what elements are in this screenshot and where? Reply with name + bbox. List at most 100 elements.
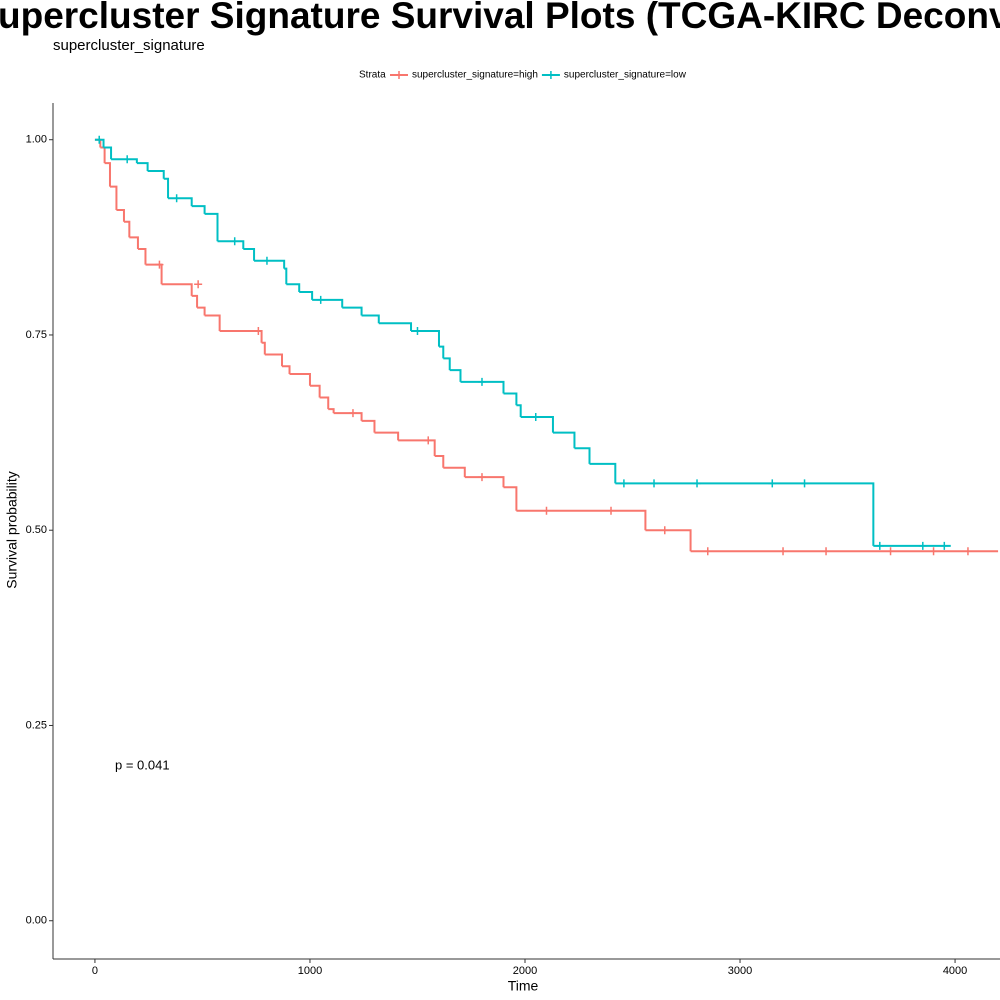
censor-mark: [424, 436, 433, 445]
censor-mark: [619, 479, 628, 488]
chart-subtitle: supercluster_signature: [53, 37, 205, 54]
survival-step: [136, 162, 149, 171]
censor-mark: [477, 377, 486, 386]
censor-mark: [660, 526, 669, 535]
survival-step: [129, 236, 139, 250]
survival-step: [449, 369, 462, 382]
survival-step: [243, 248, 256, 261]
y-tick-label: 0.25: [26, 719, 47, 731]
survival-step: [574, 447, 591, 464]
survival-step: [116, 209, 125, 222]
survival-step: [443, 357, 451, 371]
survival-step: [552, 431, 576, 449]
survival-step: [443, 466, 466, 478]
censor-mark: [650, 479, 659, 488]
survival-step: [516, 404, 522, 417]
y-tick-label: 0.00: [26, 915, 47, 927]
survival-step: [100, 146, 106, 164]
y-axis-label: Survival probability: [4, 471, 20, 589]
censor-mark: [886, 547, 895, 556]
survival-step: [312, 298, 344, 308]
censor-mark: [230, 237, 239, 246]
y-tick-label: 0.75: [26, 329, 47, 341]
survival-step: [197, 306, 206, 316]
censor-mark: [940, 541, 949, 550]
survival-step: [123, 220, 131, 238]
p-value: p = 0.041: [115, 757, 170, 772]
survival-step: [299, 291, 314, 300]
survival-step: [645, 529, 692, 552]
x-tick-label: 3000: [728, 965, 752, 977]
x-tick-label: 0: [92, 965, 98, 977]
censor-mark: [875, 541, 884, 550]
censor-mark: [607, 506, 616, 515]
survival-step: [615, 482, 875, 546]
survival-step: [109, 185, 118, 210]
censor-mark: [316, 295, 325, 304]
survival-step: [438, 345, 445, 359]
censor-mark: [95, 135, 104, 144]
survival-step: [328, 408, 335, 414]
censor-mark: [531, 412, 540, 421]
y-tick-label: 0.50: [26, 524, 47, 536]
censor-mark: [262, 256, 271, 265]
censor-mark: [155, 260, 164, 269]
survival-step: [398, 439, 436, 457]
survival-step: [516, 509, 647, 531]
survival-step: [319, 396, 330, 410]
survival-step: [137, 248, 147, 265]
censor-mark: [800, 479, 809, 488]
censor-mark: [348, 409, 357, 418]
censor-mark: [254, 327, 263, 336]
survival-step: [286, 283, 301, 293]
survival-step: [111, 158, 138, 164]
survival-step: [191, 294, 199, 308]
censor-mark: [822, 547, 831, 556]
legend-label: supercluster_signature=low: [564, 70, 687, 81]
survival-step: [217, 240, 245, 250]
survival-step: [464, 476, 505, 488]
survival-step: [309, 384, 321, 398]
survival-step: [103, 146, 113, 160]
censor-mark: [768, 479, 777, 488]
survival-step: [219, 330, 263, 343]
censor-mark: [918, 541, 927, 550]
survival-step: [284, 267, 288, 285]
survival-step: [204, 212, 219, 242]
censor-mark: [929, 547, 938, 556]
survival-step: [503, 486, 518, 511]
survival-step: [104, 162, 111, 187]
survival-step: [264, 353, 284, 367]
legend-label: supercluster_signature=high: [412, 70, 538, 81]
survival-step: [333, 412, 363, 421]
censor-mark: [542, 506, 551, 515]
chart-title: upercluster Signature Survival Plots (TC…: [0, 0, 1000, 36]
survival-step: [520, 415, 554, 433]
survival-step: [361, 314, 380, 324]
censor-mark: [477, 473, 486, 482]
survival-step: [254, 259, 286, 269]
censor-mark: [123, 155, 132, 164]
survival-step: [361, 419, 376, 433]
survival-step: [168, 197, 193, 207]
censor-mark: [703, 547, 712, 556]
legend-title: Strata: [359, 70, 386, 81]
survival-step: [161, 283, 193, 296]
censor-mark: [194, 280, 203, 289]
survival-step: [342, 306, 363, 316]
censor-mark: [413, 327, 422, 336]
survival-step: [289, 373, 311, 386]
survival-step: [411, 330, 440, 347]
survival-step: [163, 177, 170, 199]
x-axis-label: Time: [508, 978, 539, 994]
survival-step: [589, 462, 617, 484]
survival-step: [374, 431, 400, 441]
survival-step: [378, 322, 413, 332]
censor-mark: [172, 194, 181, 203]
censor-mark: [779, 547, 788, 556]
survival-step: [204, 314, 221, 332]
survival-step: [434, 455, 445, 468]
survival-step: [503, 392, 518, 406]
